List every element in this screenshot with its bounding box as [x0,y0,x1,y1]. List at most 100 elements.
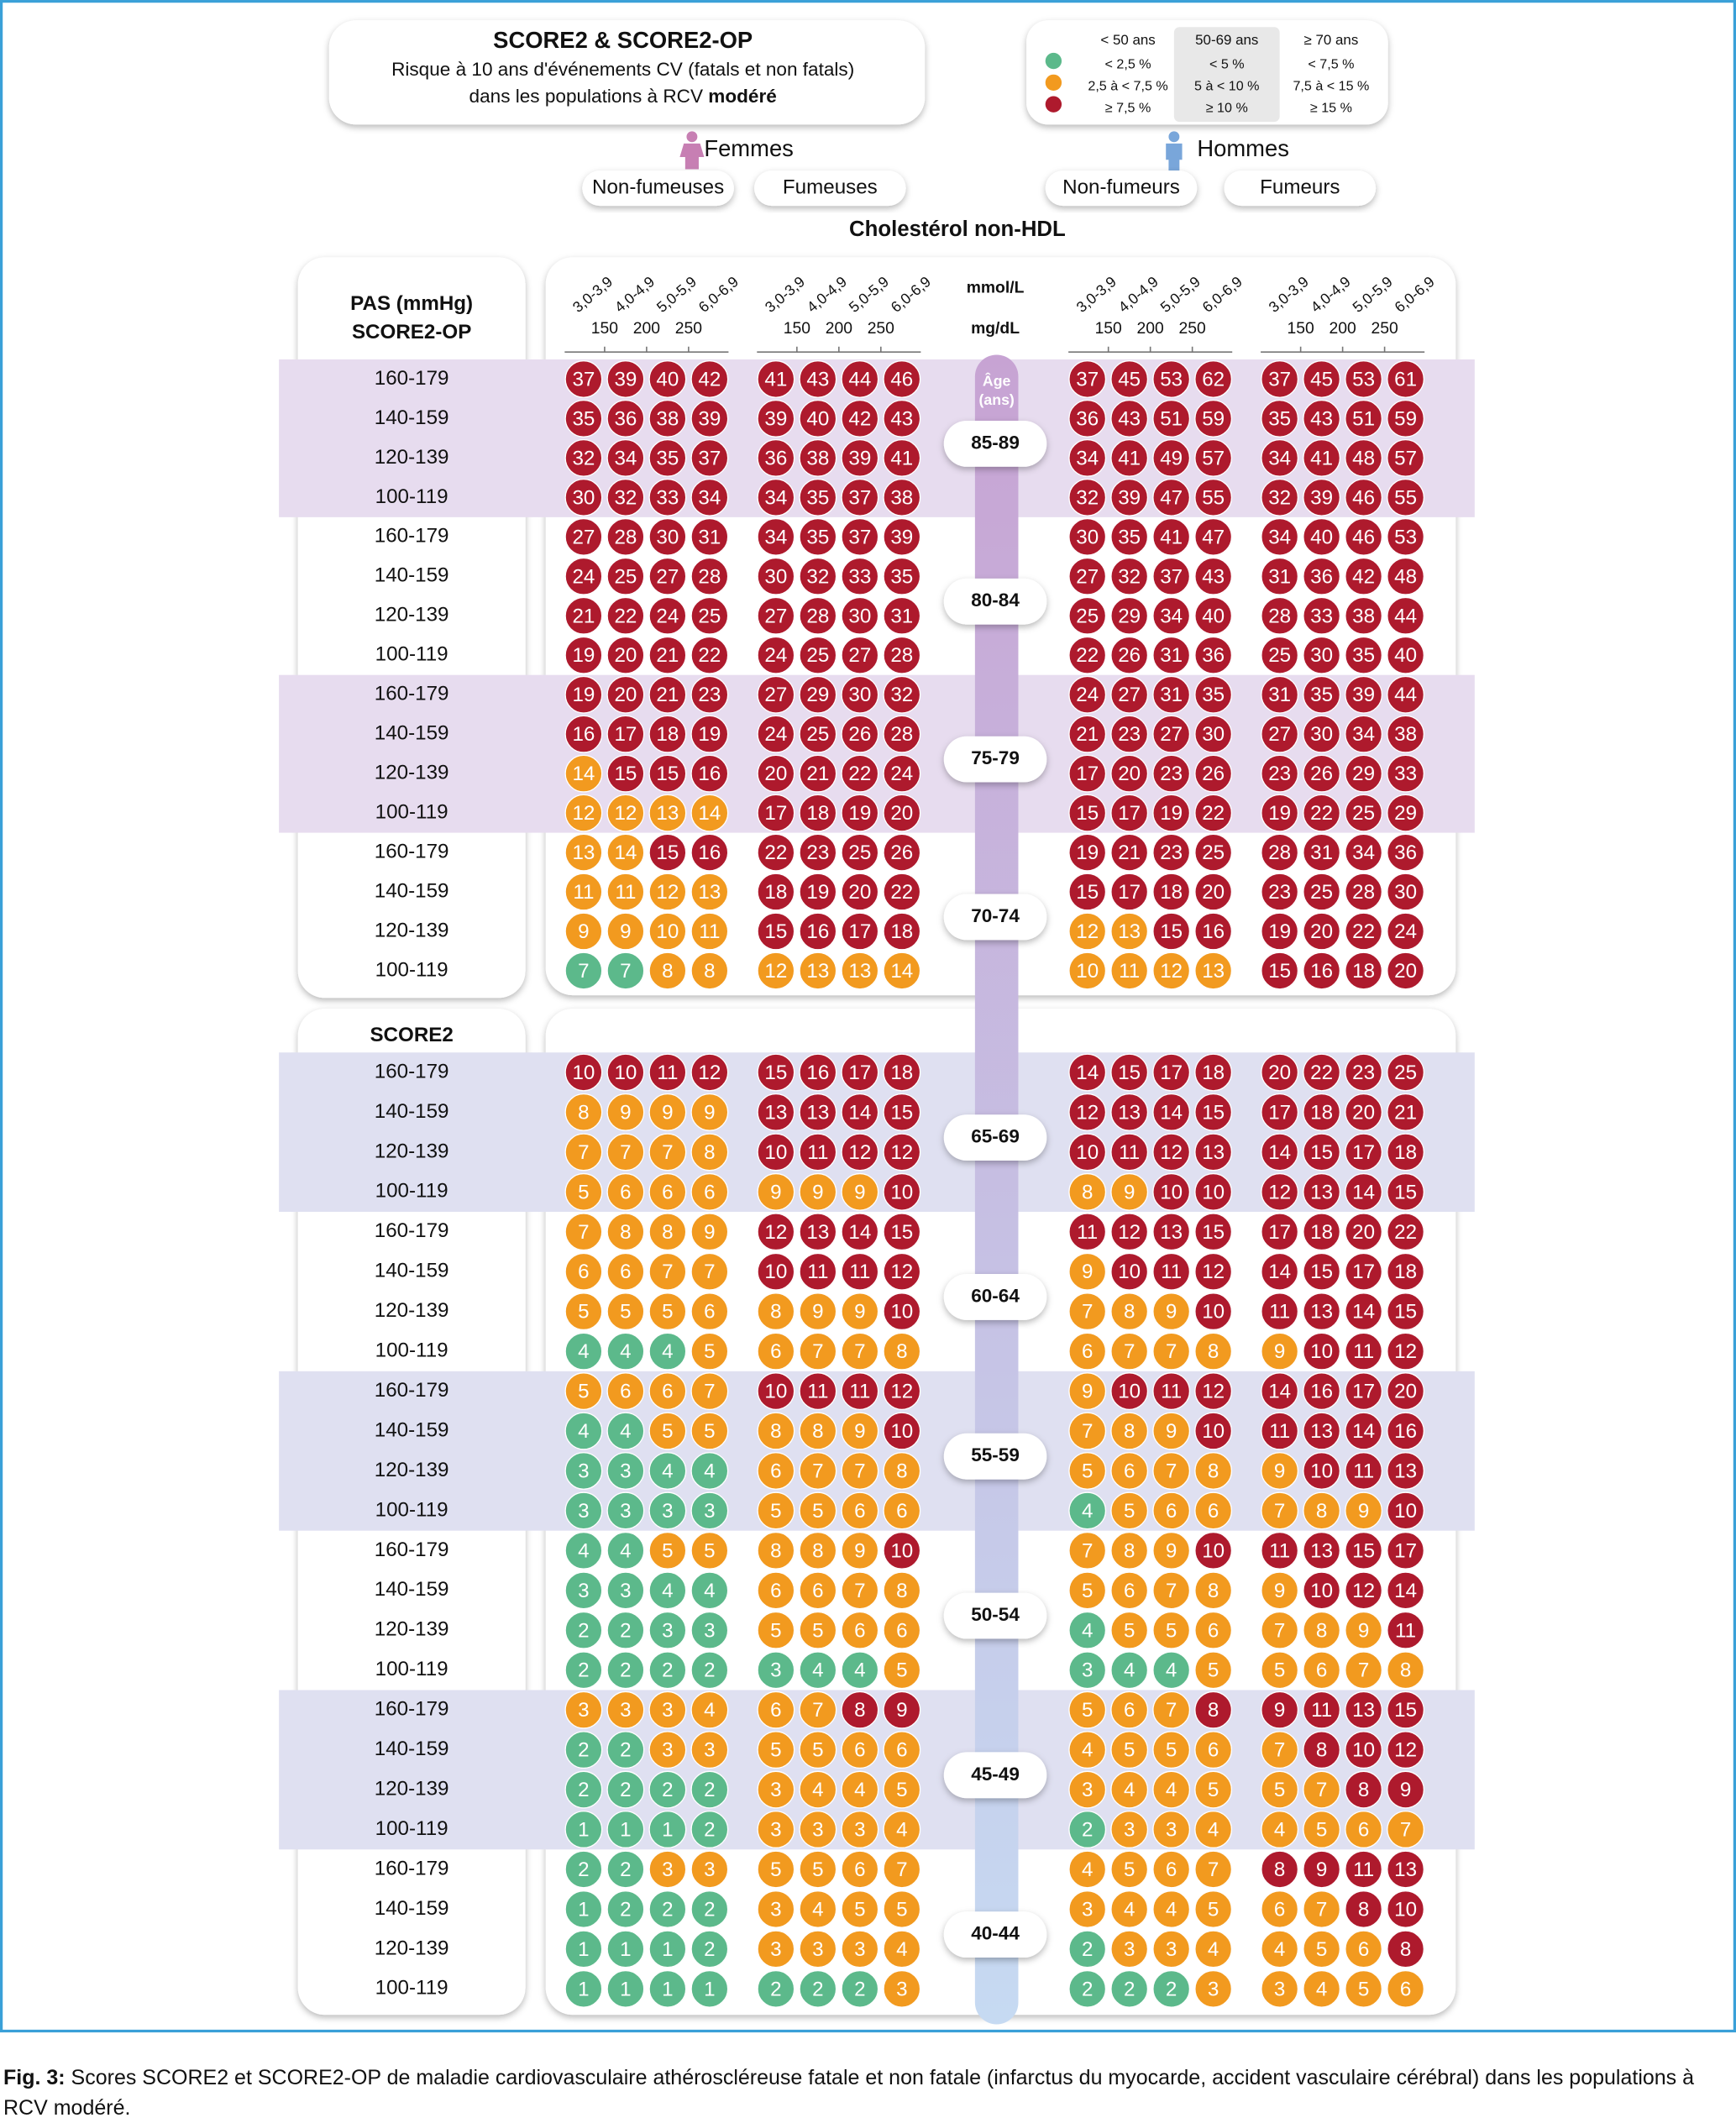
risk-value: 38 [890,486,913,509]
risk-cell [1387,833,1425,872]
risk-value: 11 [1161,1381,1182,1403]
risk-value: 40 [656,368,679,391]
risk-cell [1303,636,1341,674]
risk-value: 11 [1269,1539,1290,1562]
risk-value: 5 [1274,1659,1285,1682]
risk-value: 20 [1352,1221,1375,1244]
risk-cell [799,438,837,477]
risk-value: 19 [572,684,595,706]
risk-cell [1110,596,1149,635]
risk-value: 10 [1310,1460,1333,1482]
risk-cell [690,1332,729,1371]
risk-cell [1068,1133,1107,1172]
risk-value: 16 [806,1062,829,1084]
risk-value: 30 [848,605,871,627]
risk-value: 7 [1316,1779,1327,1801]
risk-value: 11 [1353,1858,1374,1881]
risk-value: 5 [1124,1500,1135,1523]
risk-cell [1068,1093,1107,1131]
risk-value: 10 [614,1062,637,1084]
risk-cell [1194,1651,1233,1690]
risk-cell [606,1372,645,1410]
legend-dot [1045,52,1062,70]
risk-cell [1110,833,1149,872]
risk-cell [690,596,729,635]
risk-value: 4 [812,1898,823,1921]
risk-value: 8 [770,1539,781,1562]
risk-value: 6 [1208,1619,1219,1642]
risk-value: 5 [812,1739,823,1762]
risk-value: 9 [896,1699,907,1722]
risk-value: 13 [1310,1539,1333,1562]
risk-value: 7 [1166,1699,1177,1722]
sbp-label: 140-159 [375,1100,449,1123]
legend-level: 5 à < 10 % [1194,78,1259,93]
legend-level: < 7,5 % [1308,57,1354,72]
risk-cell [883,1093,921,1131]
risk-value: 16 [1202,920,1225,943]
risk-value: 7 [812,1460,823,1482]
group-pill [1224,170,1377,207]
risk-cell [1194,557,1233,595]
risk-value: 37 [572,368,595,391]
risk-value: 49 [1160,447,1183,469]
risk-cell [757,1372,795,1410]
risk-cell [799,715,837,753]
sbp-label: 120-139 [375,1459,449,1481]
risk-cell [1345,1531,1383,1570]
risk-value: 3 [620,1580,631,1602]
risk-value: 27 [1160,723,1183,746]
risk-value: 17 [614,723,637,746]
risk-cell [1194,1213,1233,1251]
risk-value: 2 [662,1779,673,1801]
risk-cell [1068,1491,1107,1530]
risk-value: 28 [1352,881,1375,904]
risk-cell [690,1252,729,1291]
risk-cell [757,596,795,635]
risk-value: 28 [1268,841,1291,864]
risk-cell [1068,557,1107,595]
risk-value: 15 [1394,1699,1417,1722]
risk-cell [1387,557,1425,595]
risk-cell [648,1770,687,1809]
risk-value: 32 [1076,486,1099,509]
risk-cell [757,1890,795,1928]
risk-value: 3 [662,1619,673,1642]
risk-value: 22 [1310,802,1333,825]
risk-cell [564,1850,603,1889]
legend-level: < 5 % [1209,57,1245,72]
risk-value: 10 [1310,1340,1333,1363]
risk-value: 25 [806,644,829,667]
risk-value: 2 [620,1858,631,1881]
risk-value: 42 [698,368,721,391]
risk-value: 15 [1202,1101,1225,1124]
risk-cell [841,1452,879,1490]
risk-cell [1194,1292,1233,1331]
risk-value: 61 [1394,368,1417,391]
risk-value: 45 [1118,368,1141,391]
risk-cell [1152,1969,1191,2008]
risk-value: 1 [578,1898,589,1921]
risk-cell [883,1213,921,1251]
risk-value: 8 [812,1420,823,1443]
sbp-label: 120-139 [375,1937,449,1959]
risk-cell [564,478,603,516]
risk-value: 3 [1166,1819,1177,1842]
risk-cell [883,754,921,793]
age-pill [943,1752,1047,1799]
risk-cell [564,715,603,753]
legend-level: ≥ 15 % [1310,100,1352,115]
risk-value: 12 [698,1062,721,1084]
caption-text: Scores SCORE2 et SCORE2-OP de maladie ca… [3,2066,1695,2120]
risk-value: 3 [578,1699,589,1722]
risk-cell [1110,1770,1149,1809]
risk-value: 7 [1166,1580,1177,1602]
risk-cell [841,1571,879,1610]
risk-value: 13 [764,1101,787,1124]
risk-value: 6 [770,1580,781,1602]
risk-cell [883,1372,921,1410]
risk-cell [757,1252,795,1291]
risk-cell [1303,400,1341,438]
risk-value: 41 [1160,526,1183,548]
risk-value: 6 [1316,1659,1327,1682]
